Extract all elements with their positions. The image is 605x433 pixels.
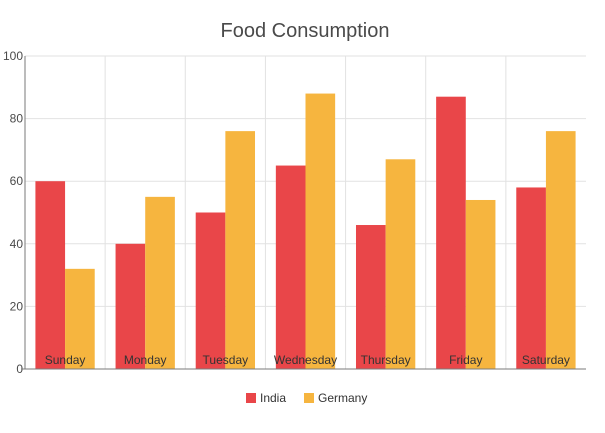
bar-germany-wednesday[interactable] — [305, 93, 336, 369]
bar-india-friday[interactable] — [436, 96, 466, 369]
bar-india-tuesday[interactable] — [195, 212, 226, 370]
bar-india-monday[interactable] — [115, 243, 146, 369]
x-tick-label: Wednesday — [274, 353, 337, 367]
legend-swatch-india[interactable] — [246, 393, 256, 403]
y-tick-label: 100 — [3, 49, 23, 63]
y-tick-label: 20 — [10, 299, 24, 313]
bar-germany-tuesday[interactable] — [225, 131, 256, 369]
x-tick-label: Saturday — [522, 353, 570, 367]
y-tick-label: 0 — [16, 362, 23, 376]
x-tick-label: Sunday — [45, 353, 86, 367]
x-tick-label: Tuesday — [203, 353, 249, 367]
bar-india-thursday[interactable] — [355, 225, 386, 369]
bar-india-wednesday[interactable] — [275, 165, 306, 369]
y-tick-label: 60 — [10, 174, 24, 188]
x-tick-label: Monday — [124, 353, 167, 367]
bar-india-sunday[interactable] — [35, 181, 66, 369]
y-tick-label: 80 — [10, 112, 24, 126]
x-tick-label: Thursday — [361, 353, 411, 367]
axes: 0 20 40 60 80 100 Sunday Monday Tuesday Wednesday… — [3, 49, 586, 376]
legend-swatch-germany[interactable] — [304, 393, 314, 403]
bar-germany-saturday[interactable] — [545, 131, 576, 369]
chart-title: Food Consumption — [221, 20, 390, 42]
bar-germany-monday[interactable] — [145, 196, 175, 369]
x-tick-label: Friday — [449, 353, 482, 367]
bar-germany-friday[interactable] — [465, 199, 496, 369]
bars — [35, 93, 576, 370]
legend-label-germany[interactable]: Germany — [318, 391, 367, 405]
bar-germany-sunday[interactable] — [65, 268, 95, 369]
y-tick-label: 40 — [10, 237, 24, 251]
legend: India Germany — [246, 391, 367, 405]
bar-india-saturday[interactable] — [516, 187, 546, 369]
legend-label-india[interactable]: India — [260, 391, 286, 405]
bar-germany-thursday[interactable] — [385, 159, 416, 369]
